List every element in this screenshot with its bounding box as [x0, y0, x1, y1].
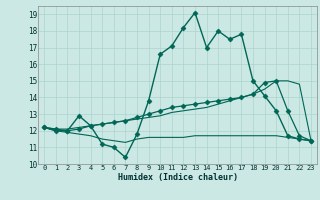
X-axis label: Humidex (Indice chaleur): Humidex (Indice chaleur): [118, 172, 238, 182]
